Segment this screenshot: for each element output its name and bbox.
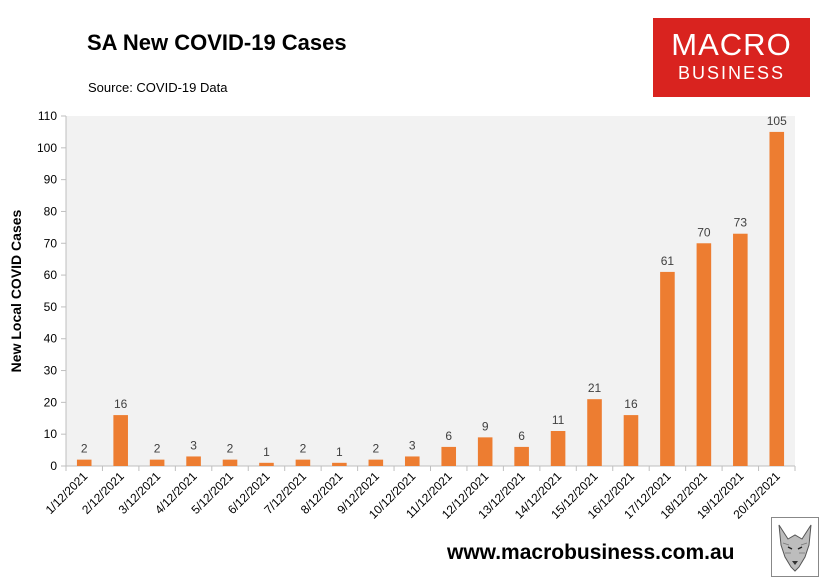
bar bbox=[441, 446, 457, 466]
data-label: 61 bbox=[661, 254, 675, 268]
data-label: 16 bbox=[114, 397, 128, 411]
chart-title: SA New COVID-19 Cases bbox=[87, 30, 347, 55]
bar bbox=[332, 462, 347, 466]
y-tick-label: 10 bbox=[44, 427, 58, 441]
bar bbox=[769, 131, 785, 466]
bar bbox=[259, 462, 274, 466]
bar bbox=[477, 437, 493, 466]
chart-source: Source: COVID-19 Data bbox=[88, 80, 228, 95]
data-label: 1 bbox=[336, 445, 343, 459]
y-axis-label: New Local COVID Cases bbox=[8, 209, 24, 372]
bar bbox=[514, 446, 529, 466]
data-label: 6 bbox=[518, 429, 525, 443]
data-label: 16 bbox=[624, 397, 638, 411]
data-label: 6 bbox=[445, 429, 452, 443]
macrobusiness-logo: MACRO BUSINESS bbox=[653, 18, 810, 97]
data-label: 3 bbox=[190, 438, 197, 452]
data-label: 105 bbox=[767, 114, 787, 128]
data-label: 73 bbox=[734, 216, 748, 230]
y-tick-label: 60 bbox=[44, 268, 58, 282]
data-label: 2 bbox=[300, 442, 307, 456]
y-tick-label: 40 bbox=[44, 332, 58, 346]
bar bbox=[222, 459, 238, 466]
bar bbox=[149, 459, 165, 466]
data-label: 2 bbox=[372, 442, 379, 456]
bar bbox=[368, 459, 384, 466]
data-label: 2 bbox=[81, 442, 88, 456]
y-tick-label: 100 bbox=[37, 141, 57, 155]
bar bbox=[295, 459, 311, 466]
y-tick-label: 30 bbox=[44, 364, 58, 378]
wolf-emblem-icon bbox=[771, 517, 819, 577]
bar-series bbox=[76, 131, 785, 466]
data-label: 11 bbox=[552, 413, 565, 427]
data-label: 3 bbox=[409, 438, 416, 452]
data-label: 1 bbox=[263, 445, 270, 459]
x-axis: 1/12/20212/12/20213/12/20214/12/20215/12… bbox=[43, 465, 796, 522]
y-tick-label: 110 bbox=[38, 109, 57, 123]
bar bbox=[113, 415, 128, 466]
bar bbox=[696, 243, 712, 466]
y-axis: 0 10 20 30 40 50 60 70 80 90 100 110 bbox=[37, 109, 67, 473]
logo-line-1: MACRO bbox=[671, 27, 792, 62]
data-label: 2 bbox=[154, 442, 161, 456]
y-tick-label: 80 bbox=[44, 204, 58, 218]
bar bbox=[186, 456, 201, 466]
y-tick-label: 90 bbox=[44, 173, 58, 187]
bar bbox=[733, 233, 748, 466]
plot-area bbox=[66, 116, 795, 466]
bar bbox=[587, 399, 602, 466]
bar bbox=[660, 271, 675, 466]
bar bbox=[76, 459, 92, 466]
bar bbox=[623, 415, 639, 466]
y-tick-label: 70 bbox=[44, 236, 58, 250]
data-label: 9 bbox=[482, 419, 489, 433]
y-tick-label: 50 bbox=[44, 300, 58, 314]
bar bbox=[404, 456, 420, 466]
data-label: 2 bbox=[227, 442, 234, 456]
y-tick-label: 0 bbox=[50, 459, 57, 473]
bar bbox=[550, 431, 566, 466]
y-tick-label: 20 bbox=[44, 395, 58, 409]
data-label: 70 bbox=[697, 225, 711, 239]
website-url: www.macrobusiness.com.au bbox=[447, 541, 735, 564]
data-label: 21 bbox=[588, 381, 602, 395]
logo-line-2: BUSINESS bbox=[677, 63, 786, 83]
